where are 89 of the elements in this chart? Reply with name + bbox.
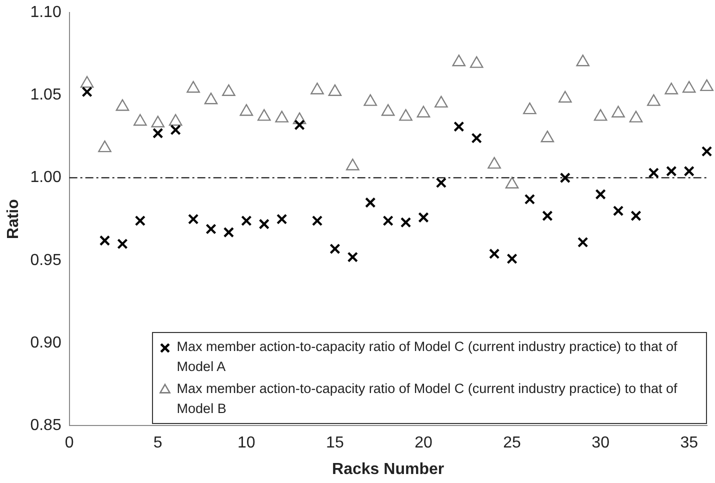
x-tick-label: 15 xyxy=(326,434,344,452)
point xyxy=(222,84,236,96)
point xyxy=(612,206,624,216)
y-tick-label: 1.10 xyxy=(30,4,62,22)
point xyxy=(630,210,642,222)
point xyxy=(664,82,678,94)
point xyxy=(523,102,536,114)
point xyxy=(701,146,712,157)
y-axis-title: Ratio xyxy=(5,198,22,240)
point xyxy=(204,92,218,104)
point xyxy=(276,214,288,224)
point xyxy=(684,166,694,177)
y-tick-label: 1.05 xyxy=(30,86,62,104)
point xyxy=(151,116,165,128)
point xyxy=(558,90,572,103)
point xyxy=(594,109,608,121)
point xyxy=(400,217,412,228)
point xyxy=(99,235,110,246)
point xyxy=(524,194,536,205)
point xyxy=(170,124,181,136)
x-tick-label: 20 xyxy=(414,434,432,452)
point xyxy=(540,130,554,142)
point xyxy=(168,114,182,126)
x-tick-label: 0 xyxy=(64,434,74,452)
point xyxy=(452,54,466,66)
y-tick-label: 0.85 xyxy=(30,417,62,434)
point xyxy=(152,128,164,139)
point xyxy=(292,112,306,124)
point xyxy=(648,168,660,178)
point xyxy=(188,214,199,224)
point xyxy=(576,54,590,66)
point xyxy=(666,166,677,177)
point xyxy=(381,104,395,116)
point xyxy=(330,243,340,254)
point xyxy=(471,132,482,144)
point xyxy=(257,109,271,121)
point xyxy=(488,248,500,260)
point xyxy=(134,215,146,226)
point xyxy=(240,104,254,116)
point xyxy=(365,197,376,208)
point xyxy=(488,156,501,169)
point xyxy=(258,218,270,230)
x-tick-label: 25 xyxy=(503,434,522,452)
point xyxy=(578,236,588,248)
point xyxy=(612,106,625,118)
point xyxy=(241,215,252,226)
point xyxy=(542,210,553,222)
point xyxy=(364,94,378,106)
point xyxy=(682,80,696,93)
point xyxy=(346,158,360,170)
point xyxy=(347,252,358,262)
y-tick-label: 0.95 xyxy=(30,252,62,269)
x-tick-label: 30 xyxy=(592,434,610,452)
point xyxy=(186,80,200,93)
point xyxy=(80,76,94,88)
point xyxy=(506,253,518,264)
point xyxy=(434,96,448,108)
point xyxy=(595,188,606,200)
point xyxy=(223,226,234,238)
y-tick-label: 0.90 xyxy=(30,334,62,352)
point xyxy=(117,238,128,250)
point xyxy=(310,82,324,94)
point xyxy=(418,212,429,223)
point xyxy=(275,110,288,122)
legend-label: Max member action-to-capacity ratio of Model C (current industry practice) to that of Model B xyxy=(176,380,678,418)
point xyxy=(436,177,447,188)
x-tick-label: 35 xyxy=(680,434,698,452)
point xyxy=(116,99,130,111)
point xyxy=(629,110,643,122)
point xyxy=(206,224,216,234)
point xyxy=(98,140,112,152)
point xyxy=(294,120,305,130)
point xyxy=(560,172,570,184)
legend-label: Max member action-to-capacity ratio of Model C (current industry practice) to that of Model A xyxy=(176,338,678,376)
point xyxy=(470,56,484,68)
point xyxy=(647,94,660,106)
y-tick-label: 1.00 xyxy=(30,169,62,186)
point xyxy=(700,79,714,92)
point xyxy=(454,121,464,132)
point xyxy=(312,215,323,226)
point xyxy=(382,215,394,226)
point xyxy=(416,106,430,118)
point xyxy=(505,176,519,189)
x-axis-title: Racks Number xyxy=(332,460,444,478)
point xyxy=(328,84,342,96)
x-tick-label: 5 xyxy=(153,434,162,452)
x-tick-label: 10 xyxy=(238,434,256,452)
point xyxy=(399,109,412,121)
point xyxy=(134,114,147,126)
